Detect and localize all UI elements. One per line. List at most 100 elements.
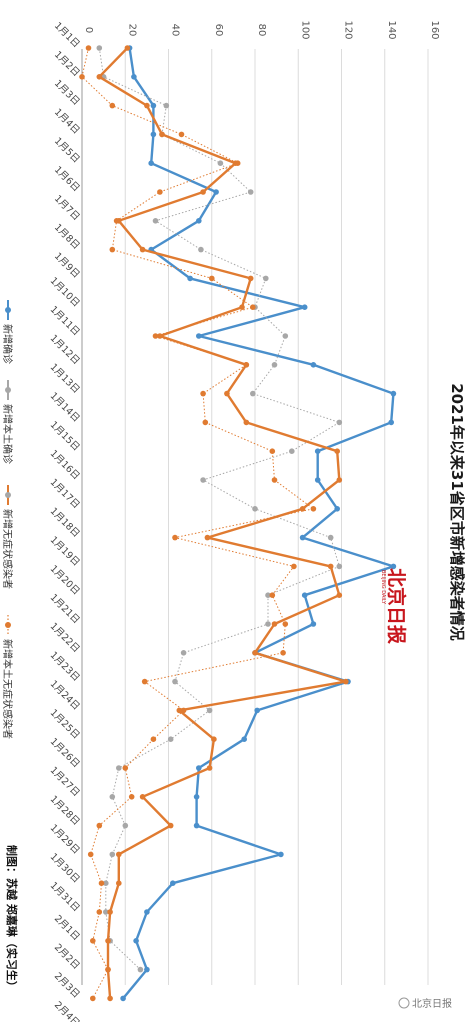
data-point xyxy=(103,880,109,886)
data-point xyxy=(211,736,217,742)
data-point xyxy=(224,390,230,397)
legend-item-asymptomatic: 新增无症状感染者 xyxy=(1,485,14,589)
date-tick-label: 1月6日 xyxy=(52,164,82,194)
data-point xyxy=(109,246,116,253)
date-tick-label: 1月1日 xyxy=(52,20,82,50)
data-point xyxy=(265,621,271,627)
data-point xyxy=(124,45,131,51)
data-point xyxy=(196,765,202,771)
data-point xyxy=(87,851,94,858)
data-point xyxy=(150,736,157,742)
legend-label: 新增无症状感染者 xyxy=(1,509,14,589)
date-tick-label: 1月3日 xyxy=(52,78,82,108)
series-line xyxy=(81,47,314,999)
data-point xyxy=(202,419,209,426)
legend-item-confirmed: 新增确诊 xyxy=(1,300,14,364)
value-axis-ticks: 0 20 40 60 80 100 120 140 160 xyxy=(83,20,440,39)
data-point xyxy=(243,362,250,368)
date-tick-label: 1月12日 xyxy=(48,333,82,367)
data-point xyxy=(250,304,256,311)
series-0 xyxy=(120,45,397,1002)
data-point xyxy=(327,534,334,541)
data-point xyxy=(172,678,178,685)
data-point xyxy=(265,592,271,598)
data-point xyxy=(310,362,317,368)
data-point xyxy=(90,995,96,1002)
watermark: 北京日报 xyxy=(398,997,452,1010)
date-tick-label: 1月11日 xyxy=(48,304,82,338)
date-tick-label: 1月14日 xyxy=(48,390,82,424)
data-point xyxy=(206,707,213,714)
data-point xyxy=(187,275,193,282)
data-point xyxy=(150,102,157,109)
date-tick-label: 1月31日 xyxy=(48,880,82,914)
data-point xyxy=(196,218,202,224)
data-point xyxy=(271,362,278,368)
data-point xyxy=(150,131,157,138)
data-point xyxy=(314,477,321,483)
date-tick-label: 1月22日 xyxy=(48,621,82,655)
data-point xyxy=(213,189,219,195)
data-point xyxy=(198,246,204,253)
data-point xyxy=(299,506,306,512)
data-point xyxy=(334,506,341,512)
data-point xyxy=(167,736,174,742)
data-point xyxy=(139,246,146,253)
data-point xyxy=(107,909,113,915)
date-tick-label: 1月4日 xyxy=(52,107,82,137)
data-point xyxy=(116,765,122,771)
data-point xyxy=(336,563,343,570)
wechat-icon xyxy=(398,997,410,1009)
data-point xyxy=(85,45,92,51)
data-point xyxy=(163,102,170,109)
date-tick-label: 1月18日 xyxy=(48,506,82,540)
data-point xyxy=(200,477,206,483)
data-point xyxy=(176,707,183,714)
data-point xyxy=(271,621,278,627)
series-line xyxy=(98,47,347,999)
data-point xyxy=(299,534,306,541)
data-point xyxy=(327,563,334,570)
data-point xyxy=(131,74,137,80)
data-point xyxy=(128,794,135,800)
legend-item-local-confirmed: 新增本土确诊 xyxy=(1,380,14,464)
date-tick-label: 1月27日 xyxy=(48,765,82,799)
beijing-daily-logo: 北京日报 BEIJING DAILY xyxy=(380,568,408,644)
data-point xyxy=(98,880,105,886)
data-point xyxy=(250,390,256,397)
svg-text:北京日报: 北京日报 xyxy=(385,568,408,644)
date-tick-label: 2月4日 xyxy=(52,1000,82,1022)
date-tick-label: 2月1日 xyxy=(52,913,82,943)
data-point xyxy=(116,851,122,858)
date-tick-label: 1月7日 xyxy=(52,193,82,223)
date-tick-label: 1月26日 xyxy=(48,736,82,770)
data-point xyxy=(310,506,317,512)
data-point xyxy=(271,477,278,483)
data-point xyxy=(148,160,154,166)
data-point xyxy=(122,765,129,771)
data-point xyxy=(209,275,215,282)
data-point xyxy=(334,448,341,455)
data-point xyxy=(200,390,206,397)
data-point xyxy=(109,851,116,858)
date-tick-label: 1月2日 xyxy=(52,49,82,79)
date-tick-label: 1月28日 xyxy=(48,794,82,828)
date-tick-label: 1月20日 xyxy=(48,563,82,597)
date-tick-label: 1月25日 xyxy=(48,707,82,741)
data-point xyxy=(137,966,144,973)
data-point xyxy=(96,74,103,80)
legend: 新增确诊 新增本土确诊 新增无症状感染者 新增本土无症状感染者 xyxy=(1,300,14,739)
value-tick-label: 40 xyxy=(170,24,181,37)
data-point xyxy=(109,102,116,109)
data-point xyxy=(289,448,295,455)
data-point xyxy=(109,794,116,800)
data-point xyxy=(301,304,308,311)
data-point xyxy=(282,333,289,339)
data-point xyxy=(178,131,185,138)
date-tick-label: 1月24日 xyxy=(48,678,82,712)
legend-label: 新增本土确诊 xyxy=(1,404,14,464)
data-point xyxy=(336,477,343,483)
data-point xyxy=(180,650,187,656)
data-point xyxy=(152,333,159,339)
